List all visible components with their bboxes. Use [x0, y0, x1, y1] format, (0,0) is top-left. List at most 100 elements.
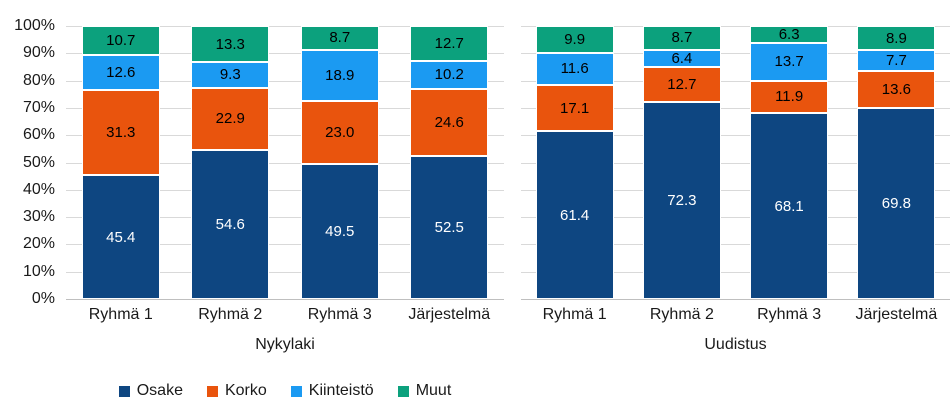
- y-axis-tick-label: 20%: [22, 235, 55, 253]
- bar-value-label: 13.7: [774, 53, 804, 71]
- gridline: [66, 189, 504, 191]
- bar-value-label: 11.9: [775, 88, 804, 106]
- gridline: [521, 271, 950, 273]
- gridline: [66, 53, 504, 55]
- bars-row: 61.4 17.1 11.6 9.9 72.3 12.7 6.4 8.7 68.1 11.9 13.…: [521, 26, 950, 299]
- bar-value-label: 6.4: [671, 49, 693, 67]
- legend-swatch-icon: [206, 385, 218, 397]
- gridline: [66, 135, 504, 137]
- gridline: [521, 189, 950, 191]
- bar-value-label: 31.3: [106, 123, 136, 141]
- bar-segment-osake: 49.5: [300, 164, 379, 299]
- gridline: [521, 217, 950, 219]
- chart-panel-1: 45.4 31.3 12.6 10.7 54.6 22.9 9.3 13.3 49.5 23.0 1…: [66, 26, 504, 353]
- gridline: [66, 244, 504, 246]
- category-label: Järjestelmä: [408, 306, 491, 323]
- gridline: [66, 162, 504, 164]
- bar-value-label: 17.1: [560, 99, 590, 117]
- category-label: Ryhmä 3: [307, 306, 372, 323]
- bar-value-label: 61.4: [560, 206, 590, 224]
- gridline: [66, 26, 504, 27]
- bar-value-label: 10.2: [434, 66, 464, 84]
- bar-value-label: 12.7: [667, 76, 697, 94]
- group-label: Nykylaki: [255, 336, 315, 353]
- bar-value-label: 13.6: [881, 81, 911, 99]
- y-axis-labels: 0% 10% 20% 30% 40% 50% 60% 70% 80% 90% 100%: [0, 0, 55, 340]
- bar-value-label: 8.7: [329, 29, 351, 47]
- y-axis-tick-label: 60%: [22, 126, 55, 144]
- bar-segment-kiinteistö: 18.9: [300, 49, 379, 102]
- legend-label: Muut: [415, 382, 452, 399]
- legend-label: Kiinteistö: [308, 382, 374, 399]
- category-label: Ryhmä 1: [542, 306, 607, 323]
- bar-value-label: 12.6: [106, 63, 136, 81]
- y-axis-tick-label: 10%: [22, 262, 55, 280]
- legend-swatch-icon: [397, 385, 409, 397]
- bar-segment-korko: 17.1: [535, 84, 614, 132]
- bar-segment-kiinteistö: 9.3: [191, 62, 270, 88]
- bar-segment-muut: 6.3: [750, 26, 829, 44]
- bar-value-label: 11.6: [560, 60, 589, 78]
- bar-value-label: 8.7: [671, 29, 693, 47]
- bar-value-label: 9.9: [564, 31, 586, 49]
- bar-segment-kiinteistö: 13.7: [750, 43, 829, 81]
- bar-value-label: 12.7: [434, 34, 464, 52]
- bar-segment-muut: 10.7: [81, 26, 160, 56]
- y-axis-tick-label: 90%: [22, 44, 55, 62]
- legend-swatch-icon: [118, 385, 130, 397]
- bar-segment-kiinteistö: 12.6: [81, 55, 160, 90]
- gridline: [521, 135, 950, 137]
- category-labels: Ryhmä 1 Ryhmä 2 Ryhmä 3 Järjestelmä: [521, 306, 950, 324]
- y-axis-tick-label: 50%: [22, 153, 55, 171]
- y-axis-tick-label: 80%: [22, 71, 55, 89]
- bar-segment-korko: 31.3: [81, 89, 160, 176]
- bar-segment-osake: 45.4: [81, 175, 160, 299]
- bar-segment-osake: 69.8: [857, 108, 936, 299]
- chart-panel-2: 61.4 17.1 11.6 9.9 72.3 12.7 6.4 8.7 68.1 11.9 13.…: [521, 26, 950, 353]
- bar-value-label: 45.4: [106, 228, 136, 246]
- bar-segment-kiinteistö: 11.6: [535, 53, 614, 85]
- bar-value-label: 54.6: [215, 216, 245, 234]
- legend-item-kiinteistö: Kiinteistö: [290, 382, 374, 400]
- y-axis-tick-label: 0%: [31, 290, 55, 307]
- y-axis-tick-label: 70%: [22, 98, 55, 116]
- stacked-bar: 69.8 13.6 7.7 8.9: [857, 26, 936, 299]
- stacked-bar: 54.6 22.9 9.3 13.3: [191, 26, 270, 299]
- gridline: [66, 217, 504, 219]
- bar-value-label: 68.1: [774, 197, 804, 215]
- bar-segment-osake: 54.6: [191, 150, 270, 299]
- stacked-bar: 45.4 31.3 12.6 10.7: [81, 26, 160, 299]
- bar-value-label: 49.5: [325, 223, 355, 240]
- bar-segment-muut: 9.9: [535, 26, 614, 54]
- bar-value-label: 10.7: [106, 32, 136, 50]
- y-axis-tick-label: 100%: [14, 17, 55, 34]
- bar-value-label: 9.3: [219, 66, 241, 84]
- category-label: Ryhmä 2: [649, 306, 714, 323]
- category-labels: Ryhmä 1 Ryhmä 2 Ryhmä 3 Järjestelmä: [66, 306, 504, 324]
- category-label: Ryhmä 1: [88, 306, 153, 323]
- legend-item-osake: Osake: [118, 382, 183, 400]
- bar-value-label: 24.6: [434, 113, 464, 131]
- bar-value-label: 69.8: [881, 195, 911, 213]
- x-axis-line: [66, 299, 504, 300]
- category-label: Ryhmä 3: [757, 306, 822, 323]
- bar-value-label: 7.7: [885, 52, 907, 70]
- bar-segment-kiinteistö: 7.7: [857, 50, 936, 72]
- bar-value-label: 72.3: [667, 191, 697, 209]
- bar-segment-muut: 8.7: [300, 26, 379, 50]
- bar-segment-korko: 24.6: [410, 88, 489, 156]
- bar-segment-korko: 23.0: [300, 101, 379, 164]
- bar-segment-muut: 12.7: [410, 26, 489, 61]
- stacked-bar: 68.1 11.9 13.7 6.3: [750, 26, 829, 299]
- gridline: [521, 26, 950, 27]
- category-label: Järjestelmä: [855, 306, 938, 323]
- bar-segment-osake: 61.4: [535, 131, 614, 299]
- bar-value-label: 6.3: [778, 26, 800, 44]
- bar-segment-osake: 52.5: [410, 155, 489, 299]
- gridline: [66, 271, 504, 273]
- bar-segment-muut: 13.3: [191, 26, 270, 63]
- bars-row: 45.4 31.3 12.6 10.7 54.6 22.9 9.3 13.3 49.5 23.0 1…: [66, 26, 504, 299]
- group-label: Uudistus: [704, 336, 767, 353]
- bar-segment-korko: 11.9: [750, 80, 829, 114]
